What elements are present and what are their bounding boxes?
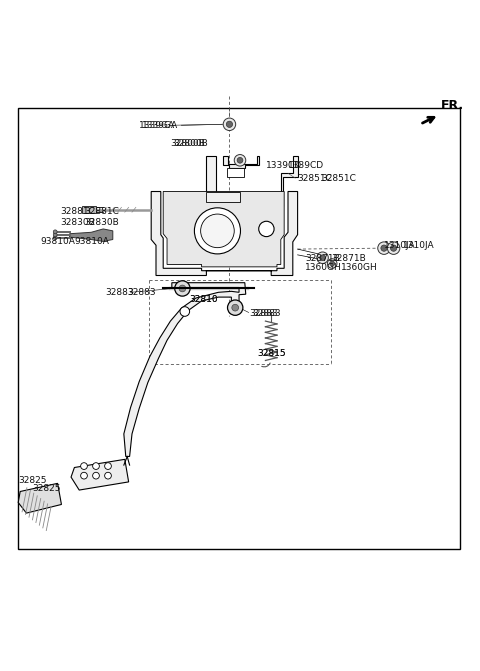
Text: 32851C: 32851C xyxy=(322,174,357,183)
Circle shape xyxy=(232,305,239,311)
Text: 1360GH: 1360GH xyxy=(305,263,342,272)
Text: 1339CD: 1339CD xyxy=(266,160,302,170)
Text: 1339GA: 1339GA xyxy=(139,121,175,130)
Circle shape xyxy=(201,214,234,248)
Polygon shape xyxy=(151,191,298,276)
Circle shape xyxy=(226,121,232,127)
Circle shape xyxy=(228,300,243,315)
Circle shape xyxy=(81,463,87,470)
Circle shape xyxy=(259,221,274,237)
Text: 32825: 32825 xyxy=(33,484,61,493)
Circle shape xyxy=(381,245,387,251)
Circle shape xyxy=(53,230,57,234)
Circle shape xyxy=(180,307,190,316)
Text: 32830B: 32830B xyxy=(60,218,95,227)
Text: 32800B: 32800B xyxy=(170,139,205,148)
Circle shape xyxy=(387,242,400,254)
Circle shape xyxy=(53,236,57,240)
Text: 32810: 32810 xyxy=(190,295,218,304)
Text: 32815: 32815 xyxy=(257,349,286,358)
Text: 32883: 32883 xyxy=(106,288,134,297)
Circle shape xyxy=(179,285,186,292)
Text: 1339CD: 1339CD xyxy=(288,160,324,170)
Text: FR.: FR. xyxy=(441,99,464,112)
Text: 32800B: 32800B xyxy=(174,139,208,148)
Circle shape xyxy=(330,261,335,266)
Polygon shape xyxy=(70,229,113,242)
Circle shape xyxy=(320,255,325,260)
Polygon shape xyxy=(206,191,240,202)
Polygon shape xyxy=(227,168,244,177)
Text: 32871B: 32871B xyxy=(331,254,366,263)
Circle shape xyxy=(223,118,236,131)
Text: 32871B: 32871B xyxy=(305,254,339,263)
Text: 32830B: 32830B xyxy=(84,218,119,227)
Circle shape xyxy=(237,158,243,163)
Circle shape xyxy=(327,259,337,268)
Circle shape xyxy=(234,154,246,166)
Circle shape xyxy=(53,233,57,237)
Text: 1310JA: 1310JA xyxy=(403,241,435,250)
Polygon shape xyxy=(223,156,259,168)
Circle shape xyxy=(390,245,396,251)
Circle shape xyxy=(93,472,99,479)
Text: 1339GA: 1339GA xyxy=(142,121,178,130)
Circle shape xyxy=(105,463,111,470)
Polygon shape xyxy=(18,483,61,513)
Polygon shape xyxy=(206,156,298,211)
Circle shape xyxy=(317,252,328,264)
Text: 32825: 32825 xyxy=(18,476,47,485)
Text: 32881C: 32881C xyxy=(60,207,95,216)
Polygon shape xyxy=(124,282,246,456)
Polygon shape xyxy=(71,460,129,490)
Text: 93810A: 93810A xyxy=(41,238,76,246)
Text: 32851C: 32851C xyxy=(298,174,333,183)
Circle shape xyxy=(81,472,87,479)
Circle shape xyxy=(93,463,99,470)
Text: 32883: 32883 xyxy=(127,288,156,297)
Circle shape xyxy=(105,472,111,479)
Text: 1360GH: 1360GH xyxy=(341,263,378,272)
Polygon shape xyxy=(163,191,284,267)
Bar xyxy=(82,207,96,213)
Circle shape xyxy=(378,242,390,254)
Text: 32810: 32810 xyxy=(190,295,218,304)
Circle shape xyxy=(175,280,190,296)
Circle shape xyxy=(194,208,240,254)
Text: 93810A: 93810A xyxy=(74,238,109,246)
Text: 32881C: 32881C xyxy=(84,207,119,216)
Text: 32883: 32883 xyxy=(250,309,278,319)
Text: 32815: 32815 xyxy=(257,349,286,358)
Text: 1310JA: 1310JA xyxy=(384,241,416,250)
Text: 32883: 32883 xyxy=(252,309,281,319)
